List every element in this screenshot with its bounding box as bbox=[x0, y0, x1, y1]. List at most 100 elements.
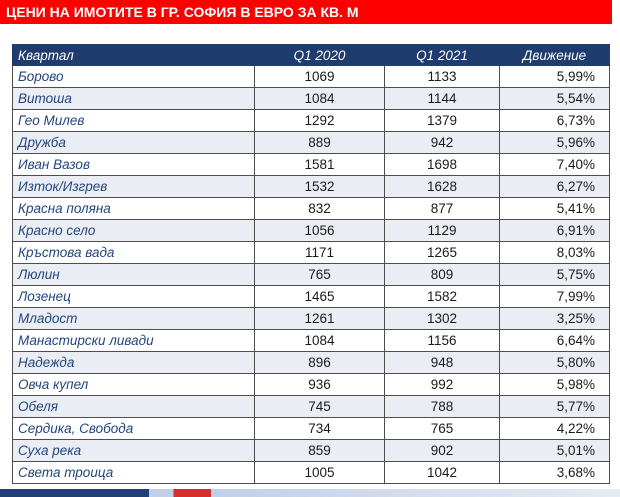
cell-q1-2021: 809 bbox=[384, 263, 500, 286]
cell-q1-2021: 1265 bbox=[384, 241, 500, 264]
cell-change: 7,99% bbox=[499, 285, 610, 308]
cell-district: Сердика, Свобода bbox=[12, 417, 255, 440]
cell-q1-2021: 1302 bbox=[384, 307, 500, 330]
table-title-banner: ЦЕНИ НА ИМОТИТЕ В ГР. СОФИЯ В ЕВРО ЗА КВ… bbox=[0, 0, 612, 24]
cell-change: 5,54% bbox=[499, 87, 610, 110]
cell-q1-2021: 948 bbox=[384, 351, 500, 374]
cell-q1-2020: 765 bbox=[254, 263, 385, 286]
cell-q1-2021: 942 bbox=[384, 131, 500, 154]
cell-district: Дружба bbox=[12, 131, 255, 154]
table-row: Красно село 1056 1129 6,91% bbox=[12, 219, 610, 242]
cell-district: Изток/Изгрев bbox=[12, 175, 255, 198]
cell-change: 5,77% bbox=[499, 395, 610, 418]
cell-q1-2021: 1129 bbox=[384, 219, 500, 242]
table-row: Кръстова вада 1171 1265 8,03% bbox=[12, 241, 610, 264]
cell-change: 5,96% bbox=[499, 131, 610, 154]
cell-change: 3,25% bbox=[499, 307, 610, 330]
table-row: Красна поляна 832 877 5,41% bbox=[12, 197, 610, 220]
cell-q1-2020: 745 bbox=[254, 395, 385, 418]
cell-q1-2021: 788 bbox=[384, 395, 500, 418]
table-header-row: Квартал Q1 2020 Q1 2021 Движение bbox=[12, 44, 610, 66]
cell-district: Борово bbox=[12, 65, 255, 88]
cell-district: Света троица bbox=[12, 461, 255, 484]
header-district: Квартал bbox=[12, 44, 255, 66]
cell-district: Лозенец bbox=[12, 285, 255, 308]
cell-change: 6,73% bbox=[499, 109, 610, 132]
cell-q1-2021: 1042 bbox=[384, 461, 500, 484]
cell-change: 5,75% bbox=[499, 263, 610, 286]
header-q1-2020: Q1 2020 bbox=[254, 44, 385, 66]
table-row: Овча купел 936 992 5,98% bbox=[12, 373, 610, 396]
cell-q1-2021: 1628 bbox=[384, 175, 500, 198]
cell-q1-2020: 1056 bbox=[254, 219, 385, 242]
cell-q1-2020: 1084 bbox=[254, 87, 385, 110]
cell-q1-2020: 859 bbox=[254, 439, 385, 462]
cell-q1-2021: 992 bbox=[384, 373, 500, 396]
table-row: Борово 1069 1133 5,99% bbox=[12, 65, 610, 88]
cell-q1-2021: 1582 bbox=[384, 285, 500, 308]
cell-q1-2020: 1069 bbox=[254, 65, 385, 88]
cell-district: Красна поляна bbox=[12, 197, 255, 220]
cell-change: 6,64% bbox=[499, 329, 610, 352]
header-q1-2021: Q1 2021 bbox=[384, 44, 500, 66]
table-row: Люлин 765 809 5,75% bbox=[12, 263, 610, 286]
table-row: Изток/Изгрев 1532 1628 6,27% bbox=[12, 175, 610, 198]
cell-q1-2020: 1084 bbox=[254, 329, 385, 352]
cell-q1-2020: 1532 bbox=[254, 175, 385, 198]
cell-district: Манастирски ливади bbox=[12, 329, 255, 352]
cell-q1-2021: 1379 bbox=[384, 109, 500, 132]
cell-q1-2020: 832 bbox=[254, 197, 385, 220]
cell-district: Кръстова вада bbox=[12, 241, 255, 264]
cell-change: 5,01% bbox=[499, 439, 610, 462]
cell-district: Красно село bbox=[12, 219, 255, 242]
cell-district: Суха река bbox=[12, 439, 255, 462]
table-body: Борово 1069 1133 5,99% Витоша 1084 1144 5,54% Ге… bbox=[12, 65, 610, 484]
cell-q1-2020: 1292 bbox=[254, 109, 385, 132]
table-row: Света троица 1005 1042 3,68% bbox=[12, 461, 610, 484]
cell-district: Иван Вазов bbox=[12, 153, 255, 176]
cell-district: Люлин bbox=[12, 263, 255, 286]
cell-change: 4,22% bbox=[499, 417, 610, 440]
cell-q1-2020: 1581 bbox=[254, 153, 385, 176]
cell-change: 5,80% bbox=[499, 351, 610, 374]
cell-change: 8,03% bbox=[499, 241, 610, 264]
cell-change: 5,41% bbox=[499, 197, 610, 220]
cell-district: Младост bbox=[12, 307, 255, 330]
table-row: Суха река 859 902 5,01% bbox=[12, 439, 610, 462]
cell-district: Надежда bbox=[12, 351, 255, 374]
table-row: Манастирски ливади 1084 1156 6,64% bbox=[12, 329, 610, 352]
cell-district: Витоша bbox=[12, 87, 255, 110]
table-row: Витоша 1084 1144 5,54% bbox=[12, 87, 610, 110]
cell-change: 5,99% bbox=[499, 65, 610, 88]
cell-q1-2021: 1133 bbox=[384, 65, 500, 88]
cell-change: 3,68% bbox=[499, 461, 610, 484]
table-row: Дружба 889 942 5,96% bbox=[12, 131, 610, 154]
cell-q1-2020: 889 bbox=[254, 131, 385, 154]
cell-q1-2020: 896 bbox=[254, 351, 385, 374]
price-table: Квартал Q1 2020 Q1 2021 Движение Борово 1… bbox=[12, 44, 610, 484]
table-row: Иван Вазов 1581 1698 7,40% bbox=[12, 153, 610, 176]
cell-q1-2021: 1698 bbox=[384, 153, 500, 176]
table-row: Гео Милев 1292 1379 6,73% bbox=[12, 109, 610, 132]
cell-district: Овча купел bbox=[12, 373, 255, 396]
cell-q1-2021: 877 bbox=[384, 197, 500, 220]
table-row: Обеля 745 788 5,77% bbox=[12, 395, 610, 418]
cell-q1-2020: 1005 bbox=[254, 461, 385, 484]
cell-change: 6,91% bbox=[499, 219, 610, 242]
header-change: Движение bbox=[499, 44, 610, 66]
cell-q1-2021: 765 bbox=[384, 417, 500, 440]
table-row: Младост 1261 1302 3,25% bbox=[12, 307, 610, 330]
cell-change: 7,40% bbox=[499, 153, 610, 176]
cell-q1-2020: 1261 bbox=[254, 307, 385, 330]
cell-q1-2020: 936 bbox=[254, 373, 385, 396]
cell-q1-2021: 1156 bbox=[384, 329, 500, 352]
cell-q1-2021: 1144 bbox=[384, 87, 500, 110]
table-row: Сердика, Свобода 734 765 4,22% bbox=[12, 417, 610, 440]
cell-q1-2020: 1171 bbox=[254, 241, 385, 264]
cell-q1-2020: 734 bbox=[254, 417, 385, 440]
cell-district: Обеля bbox=[12, 395, 255, 418]
table-row: Надежда 896 948 5,80% bbox=[12, 351, 610, 374]
cell-district: Гео Милев bbox=[12, 109, 255, 132]
cell-q1-2021: 902 bbox=[384, 439, 500, 462]
table-row: Лозенец 1465 1582 7,99% bbox=[12, 285, 610, 308]
